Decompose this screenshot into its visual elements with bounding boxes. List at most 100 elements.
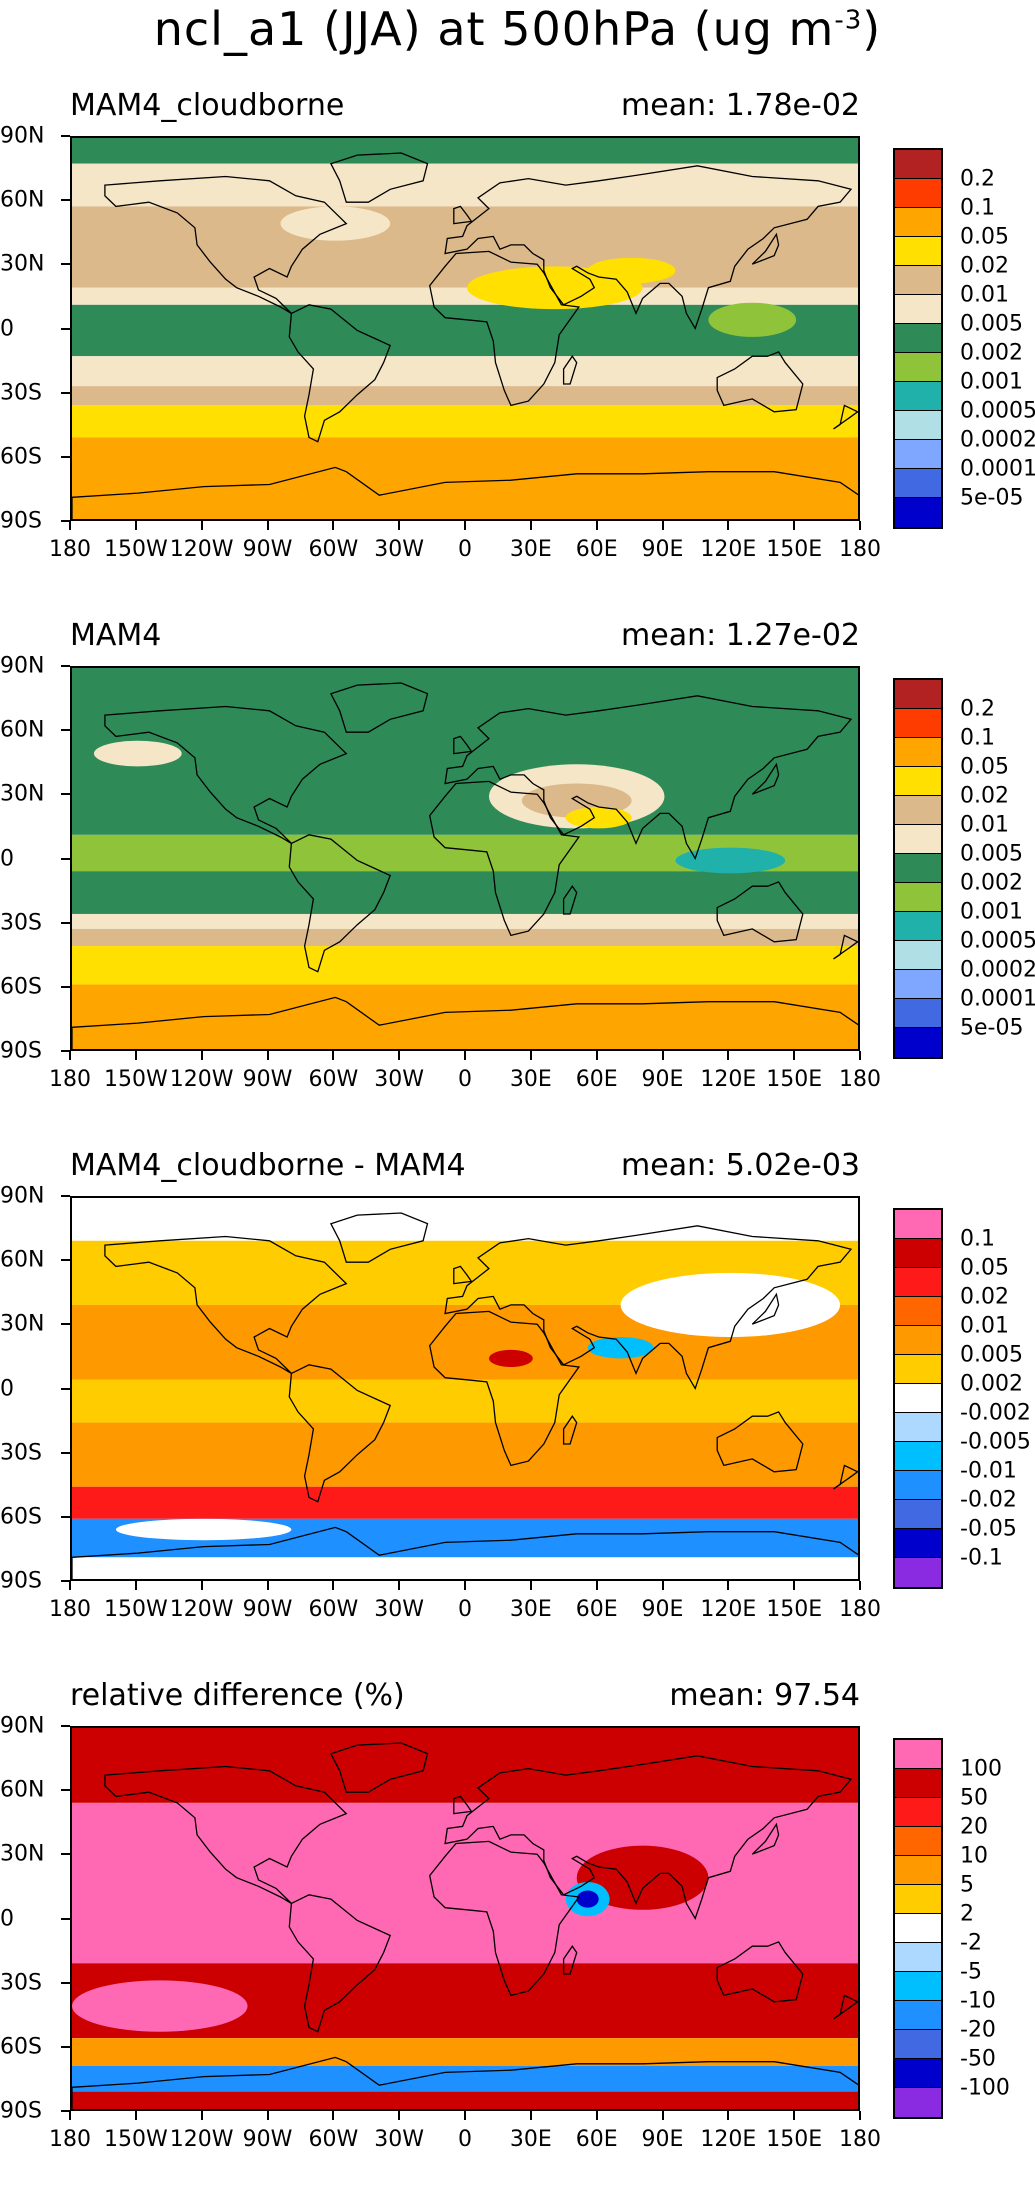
- lon-tick: [266, 1051, 269, 1060]
- contour-region: [587, 1337, 654, 1359]
- lon-tick-label: 60E: [575, 2127, 618, 2152]
- lon-tick-label: 0: [458, 537, 472, 562]
- coastline-madagascar: [562, 1945, 578, 1975]
- lon-tick-label: 60W: [308, 2127, 359, 2152]
- lon-tick-label: 90W: [242, 537, 293, 562]
- coastline-antarctica: [72, 2056, 858, 2109]
- lon-tick-label: 90W: [242, 2127, 293, 2152]
- lon-tick-label: 150W: [103, 1597, 168, 1622]
- lon-tick-label: 150E: [766, 1597, 823, 1622]
- lon-tick: [464, 1581, 466, 1590]
- lon-tick: [134, 1581, 137, 1590]
- coastline-madagascar: [562, 355, 578, 385]
- colorbar-swatch: [895, 1856, 941, 1885]
- coastline-greenland: [329, 1742, 429, 1793]
- lon-tick: [529, 521, 532, 530]
- colorbar-swatch: [895, 709, 941, 738]
- coastline-south-america: [288, 1894, 392, 2033]
- colorbar-label: 0.0001: [960, 456, 1035, 482]
- lon-tick: [200, 2111, 203, 2120]
- lon-tick: [859, 521, 861, 530]
- lon-tick: [200, 1581, 203, 1590]
- lat-tick-label: 30N: [0, 1841, 45, 1867]
- colorbar-swatch: [895, 680, 941, 709]
- lat-tick-label: 60S: [0, 2034, 42, 2060]
- colorbar-swatch: [895, 1210, 941, 1239]
- lon-tick-label: 120W: [169, 1597, 234, 1622]
- lat-tick: [61, 1323, 70, 1326]
- lon-tick: [134, 2111, 137, 2120]
- colorbar-swatch: [895, 498, 941, 527]
- colorbar-label: 0.002: [960, 340, 1023, 366]
- colorbar-swatch: [895, 1239, 941, 1268]
- lat-tick: [61, 1050, 70, 1052]
- colorbar-swatch: [895, 738, 941, 767]
- lat-tick: [61, 327, 70, 330]
- colorbar-swatch: [895, 1740, 941, 1769]
- lon-tick-label: 120E: [700, 537, 757, 562]
- contour-band: [72, 928, 858, 947]
- colorbar-label: 0.1: [960, 725, 995, 751]
- colorbar-label: 0.02: [960, 783, 1009, 809]
- contour-region: [488, 1349, 533, 1367]
- contour-band: [72, 668, 858, 835]
- colorbar-label: -0.01: [960, 1458, 1017, 1484]
- lat-tick: [61, 1451, 70, 1454]
- lat-tick-label: 90N: [0, 1713, 45, 1739]
- coastline-eurasia: [444, 1755, 853, 1920]
- coastline-australia: [716, 1411, 804, 1473]
- colorbar-label: 0.0001: [960, 986, 1035, 1012]
- contour-band: [72, 871, 858, 914]
- coastline-japan: [751, 232, 780, 265]
- lon-tick-label: 180: [839, 1067, 881, 1092]
- lon-tick-label: 150E: [766, 1067, 823, 1092]
- lon-tick: [464, 2111, 466, 2120]
- contour-band: [72, 1486, 858, 1519]
- lon-tick-label: 120E: [700, 1597, 757, 1622]
- lon-tick: [398, 1051, 401, 1060]
- lat-tick-label: 0: [0, 846, 14, 871]
- lon-tick: [266, 2111, 269, 2120]
- colorbar-swatch: [895, 1827, 941, 1856]
- lon-tick-label: 180: [49, 1067, 91, 1092]
- map-plot-area: [70, 1196, 860, 1581]
- map-plot-area: [70, 136, 860, 521]
- colorbar-label: 0.1: [960, 1226, 995, 1252]
- contour-band: [72, 287, 858, 305]
- coastline-new-zealand: [833, 404, 858, 430]
- map-panel: relative difference (%) mean: 97.54 90N 60N…: [0, 1678, 1035, 2208]
- lat-tick: [61, 1580, 70, 1582]
- coastline-uk: [453, 205, 473, 225]
- lon-tick-label: 120W: [169, 2127, 234, 2152]
- coastline-australia: [716, 351, 804, 413]
- colorbar-label: 0.1: [960, 195, 995, 221]
- colorbar-label: 0.01: [960, 1313, 1009, 1339]
- coastline-japan: [751, 1822, 780, 1855]
- lon-tick: [464, 521, 466, 530]
- colorbar-swatch: [895, 1972, 941, 2001]
- lon-tick: [529, 1581, 532, 1590]
- lat-tick: [61, 1515, 70, 1518]
- map-panel: MAM4_cloudborne - MAM4 mean: 5.02e-03 90N 6…: [0, 1148, 1035, 1678]
- lat-tick-label: 30S: [0, 1440, 42, 1466]
- lat-tick-label: 60S: [0, 1504, 42, 1530]
- contour-region: [93, 740, 182, 767]
- coastline-south-america: [288, 1364, 392, 1503]
- contour-region: [565, 807, 632, 829]
- colorbar-label: -0.02: [960, 1487, 1017, 1513]
- map-panel: MAM4 mean: 1.27e-02 90N 60N 30N 0 30S 60S 90S 180…: [0, 618, 1035, 1148]
- lat-tick: [61, 1259, 70, 1262]
- lon-tick-label: 180: [839, 537, 881, 562]
- contour-band: [72, 386, 858, 406]
- lon-tick: [661, 2111, 664, 2120]
- panel-title: relative difference (%): [70, 1678, 405, 1713]
- contour-region: [576, 1890, 599, 1908]
- lon-tick: [69, 1051, 71, 1060]
- lat-tick-label: 60N: [0, 1247, 45, 1273]
- colorbar-label: -10: [960, 1988, 996, 2014]
- lat-tick-label: 60S: [0, 974, 42, 1000]
- figure-title: ncl_a1 (JJA) at 500hPa (ug m-3): [153, 2, 882, 56]
- lon-tick-label: 0: [458, 2127, 472, 2152]
- lat-tick: [61, 665, 70, 667]
- lon-tick: [332, 2111, 335, 2120]
